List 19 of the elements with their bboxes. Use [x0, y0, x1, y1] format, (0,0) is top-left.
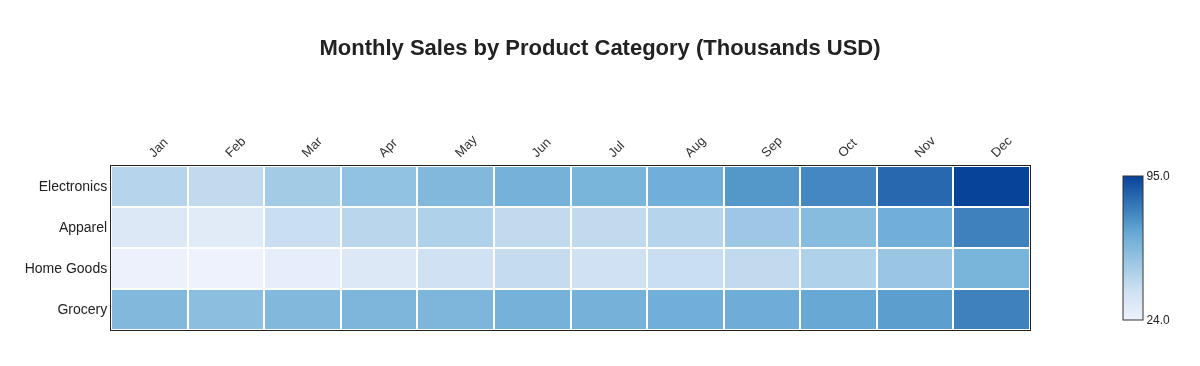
- color-bar-label: 24.0: [1146, 313, 1171, 328]
- x-tick-label: Dec: [987, 132, 1016, 161]
- x-tick-label: Sep: [758, 133, 786, 161]
- x-tick-label: Jul: [604, 137, 628, 161]
- y-tick-label: Home Goods: [24, 260, 108, 277]
- y-tick-label: Electronics: [38, 178, 108, 195]
- x-tick-label: Aug: [681, 133, 709, 161]
- x-tick-label: May: [451, 131, 481, 161]
- x-tick-label: Jun: [528, 134, 554, 161]
- x-tick-label: Feb: [221, 133, 249, 161]
- x-tick-label: Apr: [375, 134, 401, 161]
- x-tick-label: Jan: [145, 134, 171, 161]
- x-tick-label: Mar: [298, 133, 326, 161]
- x-tick-label: Oct: [834, 134, 860, 161]
- x-tick-label: Nov: [911, 132, 939, 161]
- y-tick-label: Apparel: [58, 219, 108, 236]
- y-tick-label: Grocery: [57, 301, 108, 318]
- color-bar-label: 95.0: [1146, 169, 1171, 184]
- chart-title: Monthly Sales by Product Category (Thousands USD): [319, 35, 881, 61]
